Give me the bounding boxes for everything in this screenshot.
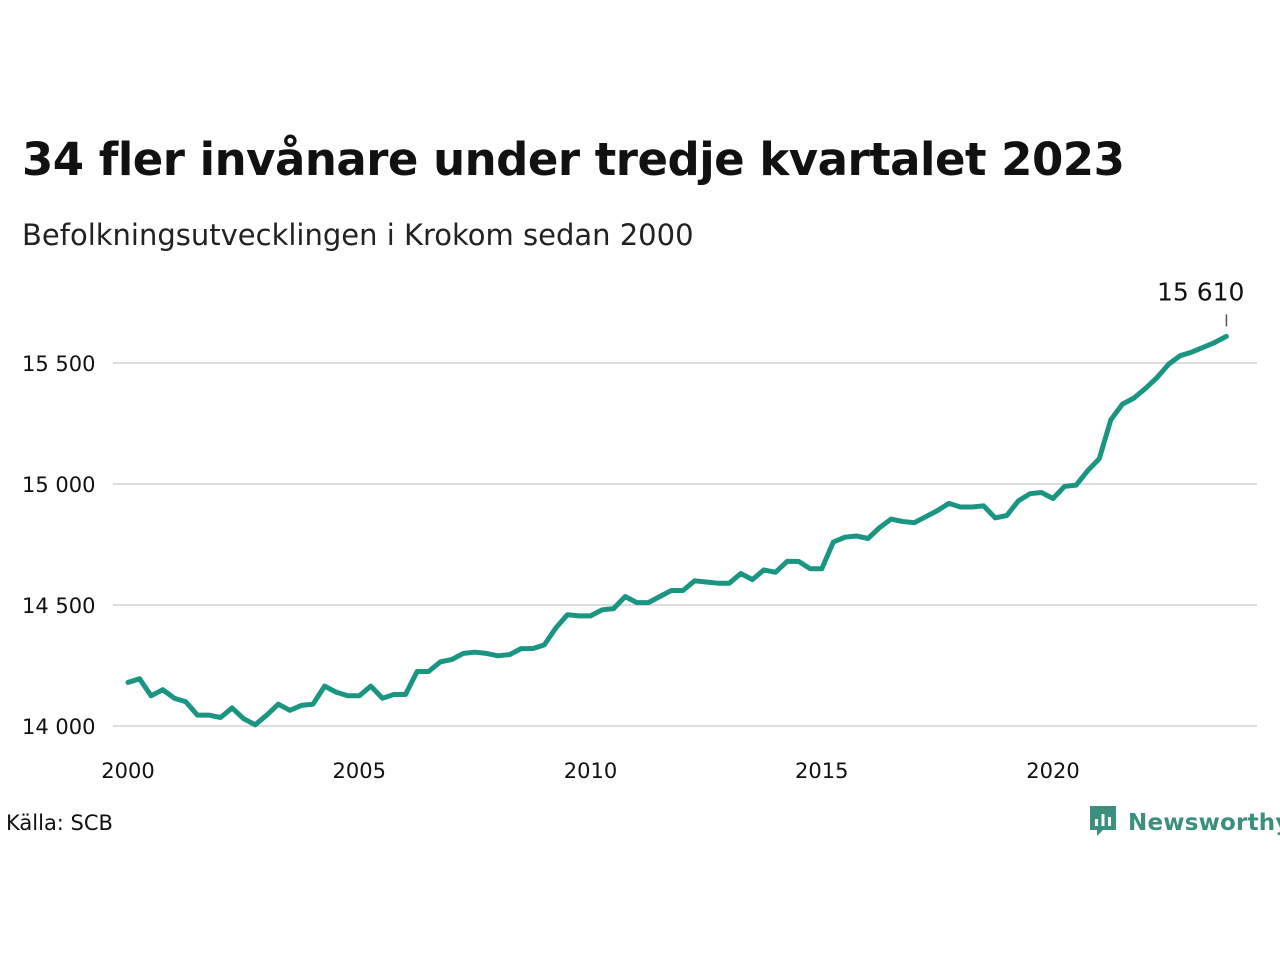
y-tick-label: 14 500 — [22, 594, 95, 618]
end-value-label: 15 610 — [1157, 277, 1244, 306]
x-tick-label: 2015 — [795, 759, 848, 783]
source-note: Källa: SCB — [6, 811, 113, 835]
x-tick-label: 2000 — [101, 759, 154, 783]
chart-title: 34 fler invånare under tredje kvartalet … — [22, 133, 1125, 186]
y-tick-label: 14 000 — [22, 715, 95, 739]
x-tick-label: 2010 — [564, 759, 617, 783]
brand-name: Newsworthy — [1128, 810, 1280, 836]
y-tick-label: 15 500 — [22, 352, 95, 376]
chart-subtitle: Befolkningsutvecklingen i Krokom sedan 2… — [22, 218, 694, 252]
y-tick-label: 15 000 — [22, 473, 95, 497]
x-axis-tick-labels: 2000 2005 2010 2015 2020 — [101, 759, 1079, 783]
x-tick-label: 2005 — [333, 759, 386, 783]
newsworthy-brand: Newsworthy — [1088, 804, 1280, 842]
x-tick-label: 2020 — [1026, 759, 1079, 783]
grid-lines — [113, 362, 1257, 727]
population-line — [125, 333, 1229, 728]
newsworthy-logo-icon — [1088, 804, 1118, 842]
y-axis-tick-labels: 14 000 14 500 15 000 15 500 — [22, 352, 95, 739]
